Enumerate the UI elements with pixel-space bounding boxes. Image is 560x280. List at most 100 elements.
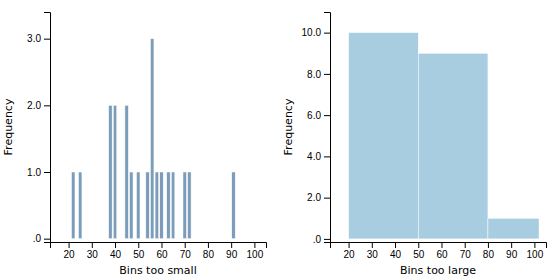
x-tick-label: 60: [156, 249, 168, 260]
y-tick: 8.0: [307, 69, 330, 80]
x-tick: 50: [133, 242, 145, 260]
y-tick-mark: [44, 239, 50, 240]
x-tick: 100: [527, 242, 544, 260]
y-tick-mark: [44, 39, 50, 40]
x-tick-mark: [372, 242, 373, 248]
y-tick-label: 10.0: [302, 27, 322, 38]
x-tick-label: 60: [436, 249, 448, 260]
y-tick: 6.0: [307, 110, 330, 121]
x-tick-mark: [161, 242, 162, 248]
bar: [150, 39, 153, 239]
plot-area: [349, 33, 539, 239]
x-tick: 70: [180, 242, 192, 260]
x-axis: 20 30 40 50 60 70 80 90 100: [51, 242, 267, 260]
panel: 2030405060708090100.01.02.03.0Bins too s…: [2, 13, 267, 278]
x-tick-mark: [534, 242, 535, 248]
x-tick-mark: [138, 242, 139, 248]
panel: 2030405060708090100.02.04.06.08.010.0Bin…: [282, 13, 547, 278]
x-tick-mark: [511, 242, 512, 248]
x-tick: 50: [413, 242, 425, 260]
x-axis-line: [51, 243, 267, 249]
x-tick-mark: [441, 242, 442, 248]
x-tick: 20: [344, 242, 356, 260]
x-tick-label: 70: [180, 249, 192, 260]
bar: [78, 172, 81, 239]
x-tick-label: 80: [483, 249, 495, 260]
x-tick: 40: [390, 242, 402, 260]
y-tick-mark: [324, 239, 330, 240]
bar: [349, 33, 419, 239]
bar: [146, 172, 149, 239]
x-tick-label: 40: [390, 249, 402, 260]
x-tick-label: 50: [133, 249, 145, 260]
x-tick: 80: [483, 242, 495, 260]
x-tick-mark: [418, 242, 419, 248]
bar: [109, 105, 112, 238]
bar: [188, 172, 191, 239]
y-tick-label: 4.0: [307, 151, 321, 162]
x-tick-mark: [69, 242, 70, 248]
x-tick: 60: [156, 242, 168, 260]
y-tick-label: 1.0: [27, 167, 41, 178]
x-tick-mark: [488, 242, 489, 248]
y-axis-line: [324, 13, 331, 243]
y-tick-mark: [44, 105, 50, 106]
x-tick-label: 40: [110, 249, 122, 260]
plot-area: [71, 39, 235, 239]
x-tick-mark: [231, 242, 232, 248]
x-tick: 90: [506, 242, 518, 260]
y-tick: .0: [313, 234, 330, 245]
x-tick: 30: [87, 242, 99, 260]
y-tick-label: 6.0: [307, 110, 321, 121]
x-axis-line: [331, 243, 547, 249]
y-tick-mark: [324, 74, 330, 75]
y-tick-label: .0: [33, 233, 42, 244]
y-tick: 10.0: [302, 27, 330, 38]
y-tick: 4.0: [307, 151, 330, 162]
x-tick-mark: [465, 242, 466, 248]
y-tick-label: .0: [313, 234, 322, 245]
y-tick-mark: [324, 156, 330, 157]
bar: [488, 218, 539, 239]
x-tick-mark: [395, 242, 396, 248]
x-axis: 20 30 40 50 60 70 80 90 100: [331, 242, 547, 260]
x-tick-label: 90: [226, 249, 238, 260]
x-tick-label: 20: [344, 249, 356, 260]
y-tick-mark: [324, 115, 330, 116]
x-tick: 30: [367, 242, 379, 260]
x-tick-label: 50: [413, 249, 425, 260]
bar: [171, 172, 174, 239]
y-tick-mark: [324, 33, 330, 34]
x-tick-mark: [92, 242, 93, 248]
bar: [113, 105, 116, 238]
x-tick-label: 100: [527, 249, 544, 260]
x-tick: 20: [64, 242, 76, 260]
x-tick-mark: [254, 242, 255, 248]
x-tick-label: 20: [64, 249, 76, 260]
x-axis-title: Bins too small: [119, 264, 196, 277]
bar: [232, 172, 235, 239]
x-tick-label: 70: [460, 249, 472, 260]
x-tick-label: 30: [367, 249, 379, 260]
y-axis-title: Frequency: [2, 98, 15, 155]
y-axis: .02.04.06.08.010.0: [302, 13, 331, 245]
y-axis-line: [44, 13, 51, 243]
bar: [130, 172, 133, 239]
x-tick-label: 80: [203, 249, 215, 260]
x-tick: 60: [436, 242, 448, 260]
bar: [418, 53, 488, 239]
x-tick-label: 100: [247, 249, 264, 260]
bar: [155, 172, 158, 239]
x-axis-title: Bins too large: [400, 264, 476, 277]
bar: [160, 172, 163, 239]
bar: [71, 172, 74, 239]
x-tick: 80: [203, 242, 215, 260]
x-tick-mark: [115, 242, 116, 248]
x-tick: 70: [460, 242, 472, 260]
x-tick-label: 30: [87, 249, 99, 260]
x-tick-mark: [349, 242, 350, 248]
y-tick: .0: [33, 233, 50, 244]
y-tick-mark: [324, 198, 330, 199]
y-tick: 2.0: [27, 100, 50, 111]
bar: [167, 172, 170, 239]
